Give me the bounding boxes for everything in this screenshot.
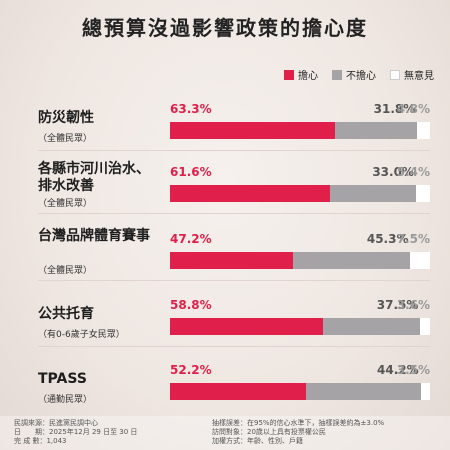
- category-subtitle: （通勤民眾）: [38, 395, 93, 405]
- bar-segment: [330, 185, 416, 202]
- legend-swatch-no-opinion: [390, 69, 400, 80]
- bar-segment: [420, 318, 430, 335]
- stacked-bar: [170, 318, 430, 335]
- legend-item-worried: 擔心: [284, 67, 318, 82]
- stacked-bar: [170, 122, 430, 139]
- bar-segment: [292, 252, 411, 269]
- bar-segment: [334, 122, 418, 139]
- bar-segment: [420, 383, 430, 400]
- value-label: 45.3%: [366, 232, 409, 246]
- row-divider: [38, 346, 430, 347]
- legend-label-worried: 擔心: [298, 71, 318, 82]
- stacked-bar: [170, 252, 430, 269]
- bar-segment: [415, 185, 430, 202]
- footer-date: 日 期：2025年12月 29 日至 30 日: [14, 428, 138, 436]
- footer-left: 民調來源：民進黨民調中心 日 期：2025年12月 29 日至 30 日 完 成…: [14, 419, 137, 446]
- footer-target: 訪問對象：20歲以上具有投票權公民: [212, 428, 326, 436]
- footer-weighting: 加權方式：年齡、性別、戶籍: [212, 437, 303, 445]
- stacked-bar: [170, 383, 430, 400]
- footer-count: 完 成 數：1,043: [14, 437, 67, 445]
- value-label: 37.5%: [376, 298, 419, 312]
- value-label: 58.8%: [170, 298, 212, 312]
- value-label: 52.2%: [170, 363, 212, 377]
- category-label: 公共托育: [38, 306, 94, 322]
- category-label: 防災韌性: [38, 110, 94, 126]
- value-label: 5.4%: [396, 165, 430, 179]
- value-label: 31.8%: [373, 102, 416, 116]
- bar-segment: [417, 122, 430, 139]
- footer-margin: 抽樣誤差：在95%的信心水準下，抽樣誤差約為±3.0%: [212, 419, 385, 427]
- value-label: 63.3%: [170, 102, 212, 116]
- footer: 民調來源：民進黨民調中心 日 期：2025年12月 29 日至 30 日 完 成…: [0, 416, 450, 450]
- chart-title: 總預算沒過影響政策的擔心度: [82, 16, 368, 40]
- category-subtitle: （全體民眾）: [38, 199, 93, 209]
- footer-right: 抽樣誤差：在95%的信心水準下，抽樣誤差約為±3.0% 訪問對象：20歲以上具有…: [212, 419, 384, 446]
- legend-label-not-worried: 不擔心: [346, 71, 376, 82]
- row-divider: [38, 150, 430, 151]
- value-label: 7.5%: [396, 232, 430, 246]
- legend: 擔心 不擔心 無意見: [284, 67, 434, 82]
- stacked-bar: [170, 185, 430, 202]
- row-divider: [38, 280, 430, 281]
- category-label: TPASS: [38, 371, 87, 387]
- bar-segment: [305, 383, 421, 400]
- legend-swatch-not-worried: [332, 69, 342, 80]
- value-label: 44.2%: [377, 363, 419, 377]
- value-label: 4.8%: [396, 102, 430, 116]
- value-label: 47.2%: [170, 232, 212, 246]
- bar-segment: [170, 383, 306, 400]
- category-subtitle: （有0-6歲子女民眾）: [38, 330, 125, 340]
- row-divider: [38, 213, 430, 214]
- bar-segment: [410, 252, 430, 269]
- legend-item-no-opinion: 無意見: [390, 67, 434, 82]
- value-label: 61.6%: [170, 165, 212, 179]
- value-label: 3.5%: [396, 363, 430, 377]
- footer-source: 民調來源：民進黨民調中心: [14, 419, 98, 427]
- value-label: 33.0%: [372, 165, 414, 179]
- bar-segment: [322, 318, 421, 335]
- bar-segment: [170, 185, 331, 202]
- value-label: 3.6%: [396, 298, 430, 312]
- legend-label-no-opinion: 無意見: [404, 71, 434, 82]
- category-label: 各縣市河川治水、排水改善: [38, 161, 150, 194]
- legend-swatch-worried: [284, 69, 294, 80]
- category-subtitle: （全體民眾）: [38, 134, 93, 144]
- category-subtitle: （全體民眾）: [38, 266, 93, 276]
- legend-item-not-worried: 不擔心: [332, 67, 376, 82]
- category-label: 台灣品牌體育賽事: [38, 228, 150, 244]
- bar-segment: [170, 122, 335, 139]
- bar-segment: [170, 318, 323, 335]
- bar-segment: [170, 252, 293, 269]
